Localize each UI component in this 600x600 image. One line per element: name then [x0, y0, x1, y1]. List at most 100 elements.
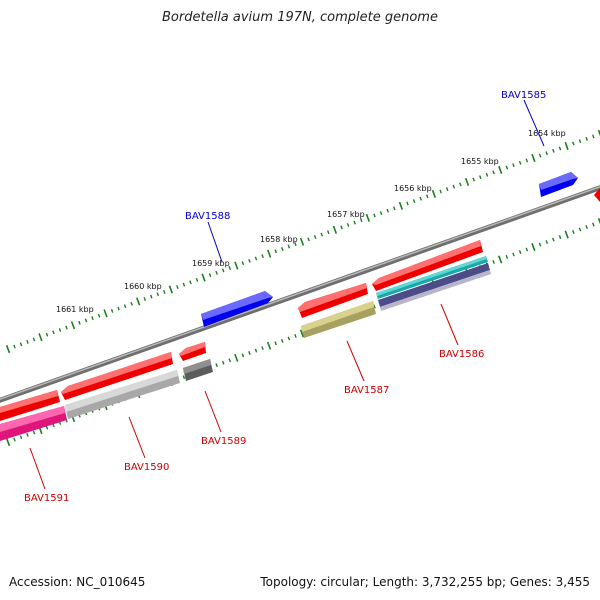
outer-tick — [97, 313, 101, 318]
outer-tick — [163, 289, 166, 294]
outer-tick — [327, 230, 330, 235]
outer-tick — [70, 321, 76, 330]
outer-tick — [479, 175, 482, 180]
outer-tick — [346, 223, 350, 227]
map-title: Bordetella avium 197N, complete genome — [162, 10, 438, 25]
inner-tick — [538, 242, 542, 247]
outer-tick — [313, 235, 317, 239]
outer-tick — [426, 194, 429, 199]
gene-bav1585[interactable] — [539, 172, 578, 197]
outer-tick — [58, 328, 62, 332]
gene-bav1591-red[interactable] — [0, 390, 60, 421]
outer-tick — [294, 242, 297, 247]
feature-bav1591-magenta — [0, 406, 67, 441]
outer-tick — [578, 139, 582, 144]
gene-label-bav1586[interactable]: BAV1586 — [439, 349, 484, 360]
outer-tick — [498, 165, 503, 174]
outer-tick — [103, 309, 108, 318]
leader-bav1589 — [204, 390, 222, 433]
inner-tick — [32, 430, 36, 435]
gene-label-bav1588[interactable]: BAV1588 — [185, 211, 230, 222]
outer-tick — [431, 189, 437, 198]
outer-tick — [110, 308, 114, 313]
inner-tick — [505, 255, 509, 259]
outer-tick — [439, 189, 442, 194]
outer-tick — [365, 213, 370, 222]
outer-tick — [274, 249, 277, 254]
inner-tick — [234, 353, 239, 362]
gene-bav1587-red[interactable] — [298, 283, 368, 318]
inner-tick — [266, 341, 272, 350]
gene-label-bav1585[interactable]: BAV1585 — [501, 90, 546, 101]
inner-tick — [241, 353, 245, 358]
inner-tick — [552, 237, 555, 242]
inner-tick — [274, 341, 277, 346]
gene-label-bav1589[interactable]: BAV1589 — [201, 436, 246, 447]
outer-tick — [585, 136, 588, 141]
gene-bav1585-partial[interactable] — [594, 188, 600, 202]
outer-tick — [485, 172, 489, 177]
gene-bav1590-red[interactable] — [61, 352, 173, 400]
outer-tick — [445, 187, 449, 192]
leader-bav1587 — [346, 340, 365, 382]
gene-label-bav1591[interactable]: BAV1591 — [24, 493, 69, 504]
inner-tick — [280, 338, 284, 343]
outer-tick — [398, 201, 404, 210]
feature-bav1587-olive — [301, 301, 376, 338]
outer-tick — [208, 273, 212, 278]
outer-tick — [91, 316, 94, 321]
gene-bav1588[interactable] — [201, 291, 273, 327]
gene-bav1586-red[interactable] — [372, 240, 483, 291]
scale-label-1656: 1656 kbp — [394, 184, 432, 193]
scale-label-1657: 1657 kbp — [327, 210, 365, 219]
inner-tick — [518, 250, 522, 254]
outer-tick — [130, 301, 133, 306]
outer-tick — [452, 184, 456, 189]
inner-tick — [525, 247, 529, 252]
outer-tick — [525, 158, 529, 163]
outer-tick — [143, 297, 146, 301]
outer-tick — [492, 170, 495, 175]
outer-tick — [538, 153, 542, 158]
gene-bav1589-red[interactable] — [179, 342, 206, 361]
outer-tick — [472, 177, 475, 182]
outer-tick — [307, 237, 310, 242]
outer-tick — [552, 148, 555, 153]
inner-tick — [248, 351, 251, 355]
inner-tick — [572, 230, 575, 234]
outer-tick — [558, 146, 562, 151]
genome-backbone — [0, 185, 600, 403]
genome-summary: Topology: circular; Length: 3,732,255 bp… — [260, 575, 590, 589]
outer-tick — [320, 232, 324, 237]
inner-tick — [578, 227, 582, 232]
scale-label-1654: 1654 kbp — [528, 129, 566, 138]
outer-tick — [512, 163, 515, 168]
inner-tick — [597, 218, 600, 225]
outer-tick — [373, 213, 376, 218]
inner-tick — [492, 260, 495, 264]
scale-label-1658: 1658 kbp — [260, 235, 298, 244]
outer-tick — [32, 337, 36, 342]
outer-tick — [393, 206, 396, 211]
outer-tick — [386, 208, 389, 213]
inner-tick — [45, 425, 49, 430]
inner-tick — [19, 435, 23, 440]
gene-label-bav1590[interactable]: BAV1590 — [124, 462, 169, 473]
leader-bav1588 — [207, 221, 223, 263]
outer-tick — [117, 306, 120, 311]
outer-tick — [149, 294, 153, 299]
gene-label-bav1587[interactable]: BAV1587 — [344, 385, 389, 396]
outer-tick — [228, 266, 232, 270]
outer-tick — [136, 297, 141, 306]
inner-tick — [26, 432, 29, 437]
feature-bav1589-grey — [183, 359, 213, 381]
outer-tick — [123, 304, 127, 309]
inner-tick — [299, 329, 305, 338]
outer-tick — [545, 151, 548, 156]
outer-tick — [241, 261, 245, 266]
outer-tick — [26, 339, 29, 344]
inner-tick — [13, 437, 16, 442]
outer-tick — [459, 182, 462, 187]
outer-tick — [84, 318, 88, 323]
